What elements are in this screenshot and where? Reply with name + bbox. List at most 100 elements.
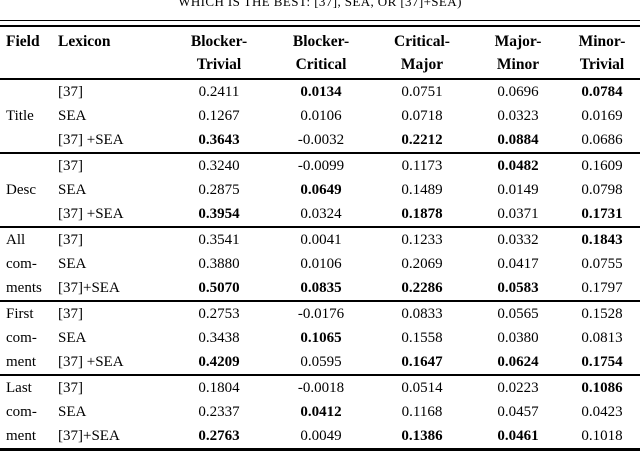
value-cell: 0.2069 bbox=[401, 256, 443, 272]
value-cell: 0.0813 bbox=[581, 330, 623, 346]
table-row: [37] +SEA 0.3643 -0.0032 0.2212 0.0884 0… bbox=[0, 128, 640, 153]
lexicon-cell: SEA bbox=[58, 108, 87, 124]
value-cell: 0.2753 bbox=[168, 300, 270, 326]
table-row: SEA 0.1267 0.0106 0.0718 0.0323 0.0169 bbox=[0, 104, 640, 128]
table-row: Title [37] 0.2411 0.0134 0.0751 0.0696 0… bbox=[0, 79, 640, 124]
value-cell: 0.3240 bbox=[168, 152, 270, 178]
table-row: SEA 0.2875 0.0649 0.1489 0.0149 0.0798 bbox=[0, 178, 640, 202]
value-cell: 0.0649 bbox=[300, 182, 342, 198]
value-cell: 0.1558 bbox=[401, 330, 443, 346]
table-row: Last com- ment [37] 0.1804 -0.0018 0.051… bbox=[0, 374, 640, 450]
column-header-major-minor: Major- Minor bbox=[472, 26, 564, 80]
value-cell: 0.0423 bbox=[581, 404, 623, 420]
table-row: SEA 0.2337 0.0412 0.1168 0.0457 0.0423 bbox=[0, 400, 640, 424]
value-cell: 0.1878 bbox=[401, 206, 443, 222]
value-cell: 0.2212 bbox=[401, 132, 443, 148]
value-cell: 0.5070 bbox=[198, 280, 240, 296]
value-cell: 0.0798 bbox=[581, 182, 623, 198]
value-cell: 0.1797 bbox=[581, 280, 623, 296]
value-cell: -0.0176 bbox=[270, 300, 372, 326]
lexicon-cell: [37] +SEA bbox=[58, 354, 124, 370]
value-cell: 0.0223 bbox=[472, 374, 564, 400]
value-cell: 0.0417 bbox=[497, 256, 539, 272]
value-cell: 0.1086 bbox=[564, 374, 640, 400]
value-cell: 0.0755 bbox=[581, 256, 623, 272]
value-cell: 0.0041 bbox=[270, 226, 372, 252]
column-header-minor-trivial: Minor- Trivial bbox=[564, 26, 640, 80]
table-row: Desc [37] 0.3240 -0.0099 0.1173 0.0482 0… bbox=[0, 152, 640, 227]
value-cell: 0.0332 bbox=[472, 226, 564, 252]
value-cell: 0.0049 bbox=[300, 428, 342, 444]
value-cell: 0.4209 bbox=[198, 354, 240, 370]
column-header-field: Field bbox=[0, 26, 58, 80]
field-cell: Last com- ment bbox=[0, 374, 58, 450]
value-cell: 0.1267 bbox=[198, 108, 240, 124]
value-cell: -0.0032 bbox=[297, 132, 345, 148]
value-cell: 0.1168 bbox=[401, 404, 443, 420]
lexicon-cell: [37] bbox=[58, 226, 168, 252]
value-cell: -0.0099 bbox=[270, 152, 372, 178]
value-cell: 0.1843 bbox=[564, 226, 640, 252]
field-cell: Desc bbox=[0, 152, 58, 227]
lexicon-cell: [37] bbox=[58, 84, 83, 100]
value-cell: 0.0884 bbox=[497, 132, 539, 148]
header-row: Field Lexicon Blocker- Trivial Blocker- … bbox=[0, 26, 640, 80]
value-cell: 0.1647 bbox=[401, 354, 443, 370]
value-cell: 0.1804 bbox=[168, 374, 270, 400]
value-cell: 0.0380 bbox=[497, 330, 539, 346]
column-header-critical-major: Critical- Major bbox=[372, 26, 472, 80]
value-cell: 0.2286 bbox=[401, 280, 443, 296]
value-cell: 0.1018 bbox=[581, 428, 623, 444]
lexicon-cell: [37] bbox=[58, 152, 168, 178]
value-cell: 0.1173 bbox=[372, 152, 472, 178]
value-cell: 0.0323 bbox=[497, 108, 539, 124]
value-cell: 0.2763 bbox=[198, 428, 240, 444]
value-cell: 0.1754 bbox=[581, 354, 623, 370]
lexicon-cell: [37] bbox=[58, 300, 168, 326]
value-cell: 0.0149 bbox=[497, 182, 539, 198]
value-cell: 0.1065 bbox=[300, 330, 342, 346]
value-cell: 0.0324 bbox=[300, 206, 342, 222]
table-row: [37]+SEA 0.5070 0.0835 0.2286 0.0583 0.1… bbox=[0, 276, 640, 301]
value-cell: 0.0835 bbox=[300, 280, 342, 296]
lexicon-cell: SEA bbox=[58, 182, 87, 198]
column-header-blocker-trivial: Blocker- Trivial bbox=[168, 26, 270, 80]
value-cell: 0.1609 bbox=[564, 152, 640, 178]
table-row: [37] +SEA 0.4209 0.0595 0.1647 0.0624 0.… bbox=[0, 350, 640, 375]
value-cell: 0.3880 bbox=[198, 256, 240, 272]
table-row: SEA 0.3438 0.1065 0.1558 0.0380 0.0813 bbox=[0, 326, 640, 350]
lexicon-cell: [37] +SEA bbox=[58, 206, 124, 222]
lexicon-cell: SEA bbox=[58, 404, 87, 420]
value-cell: 0.0624 bbox=[497, 354, 539, 370]
field-cell: All com- ments bbox=[0, 226, 58, 301]
value-cell: 0.1528 bbox=[564, 300, 640, 326]
table-caption-text: WHICH IS THE BEST: [37], SEA, OR [37]+SE… bbox=[178, 0, 462, 9]
value-cell: 0.1489 bbox=[401, 182, 443, 198]
lexicon-cell: SEA bbox=[58, 330, 87, 346]
value-cell: 0.0718 bbox=[401, 108, 443, 124]
table-caption: WHICH IS THE BEST: [37], SEA, OR [37]+SE… bbox=[0, 0, 640, 12]
value-cell: 0.0482 bbox=[472, 152, 564, 178]
value-cell: 0.3643 bbox=[198, 132, 240, 148]
lexicon-cell: [37]+SEA bbox=[58, 280, 120, 296]
value-cell: 0.0595 bbox=[300, 354, 342, 370]
value-cell: 0.2411 bbox=[198, 84, 240, 100]
lexicon-cell: [37]+SEA bbox=[58, 428, 120, 444]
table-row: [37] +SEA 0.3954 0.0324 0.1878 0.0371 0.… bbox=[0, 202, 640, 227]
lexicon-cell: [37] bbox=[58, 374, 168, 400]
results-table: Field Lexicon Blocker- Trivial Blocker- … bbox=[0, 25, 640, 451]
value-cell: 0.0514 bbox=[372, 374, 472, 400]
value-cell: 0.1386 bbox=[401, 428, 443, 444]
field-cell: Title bbox=[6, 108, 34, 124]
value-cell: -0.0018 bbox=[270, 374, 372, 400]
value-cell: 0.0106 bbox=[300, 108, 342, 124]
value-cell: 0.2875 bbox=[198, 182, 240, 198]
value-cell: 0.1731 bbox=[581, 206, 623, 222]
value-cell: 0.3954 bbox=[198, 206, 240, 222]
value-cell: 0.0833 bbox=[372, 300, 472, 326]
value-cell: 0.0412 bbox=[300, 404, 342, 420]
table-top-rule bbox=[0, 20, 640, 21]
value-cell: 0.0134 bbox=[300, 84, 342, 100]
lexicon-cell: SEA bbox=[58, 256, 87, 272]
value-cell: 0.0371 bbox=[497, 206, 539, 222]
